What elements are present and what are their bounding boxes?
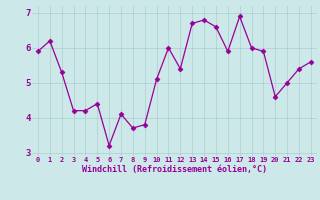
X-axis label: Windchill (Refroidissement éolien,°C): Windchill (Refroidissement éolien,°C)	[82, 165, 267, 174]
